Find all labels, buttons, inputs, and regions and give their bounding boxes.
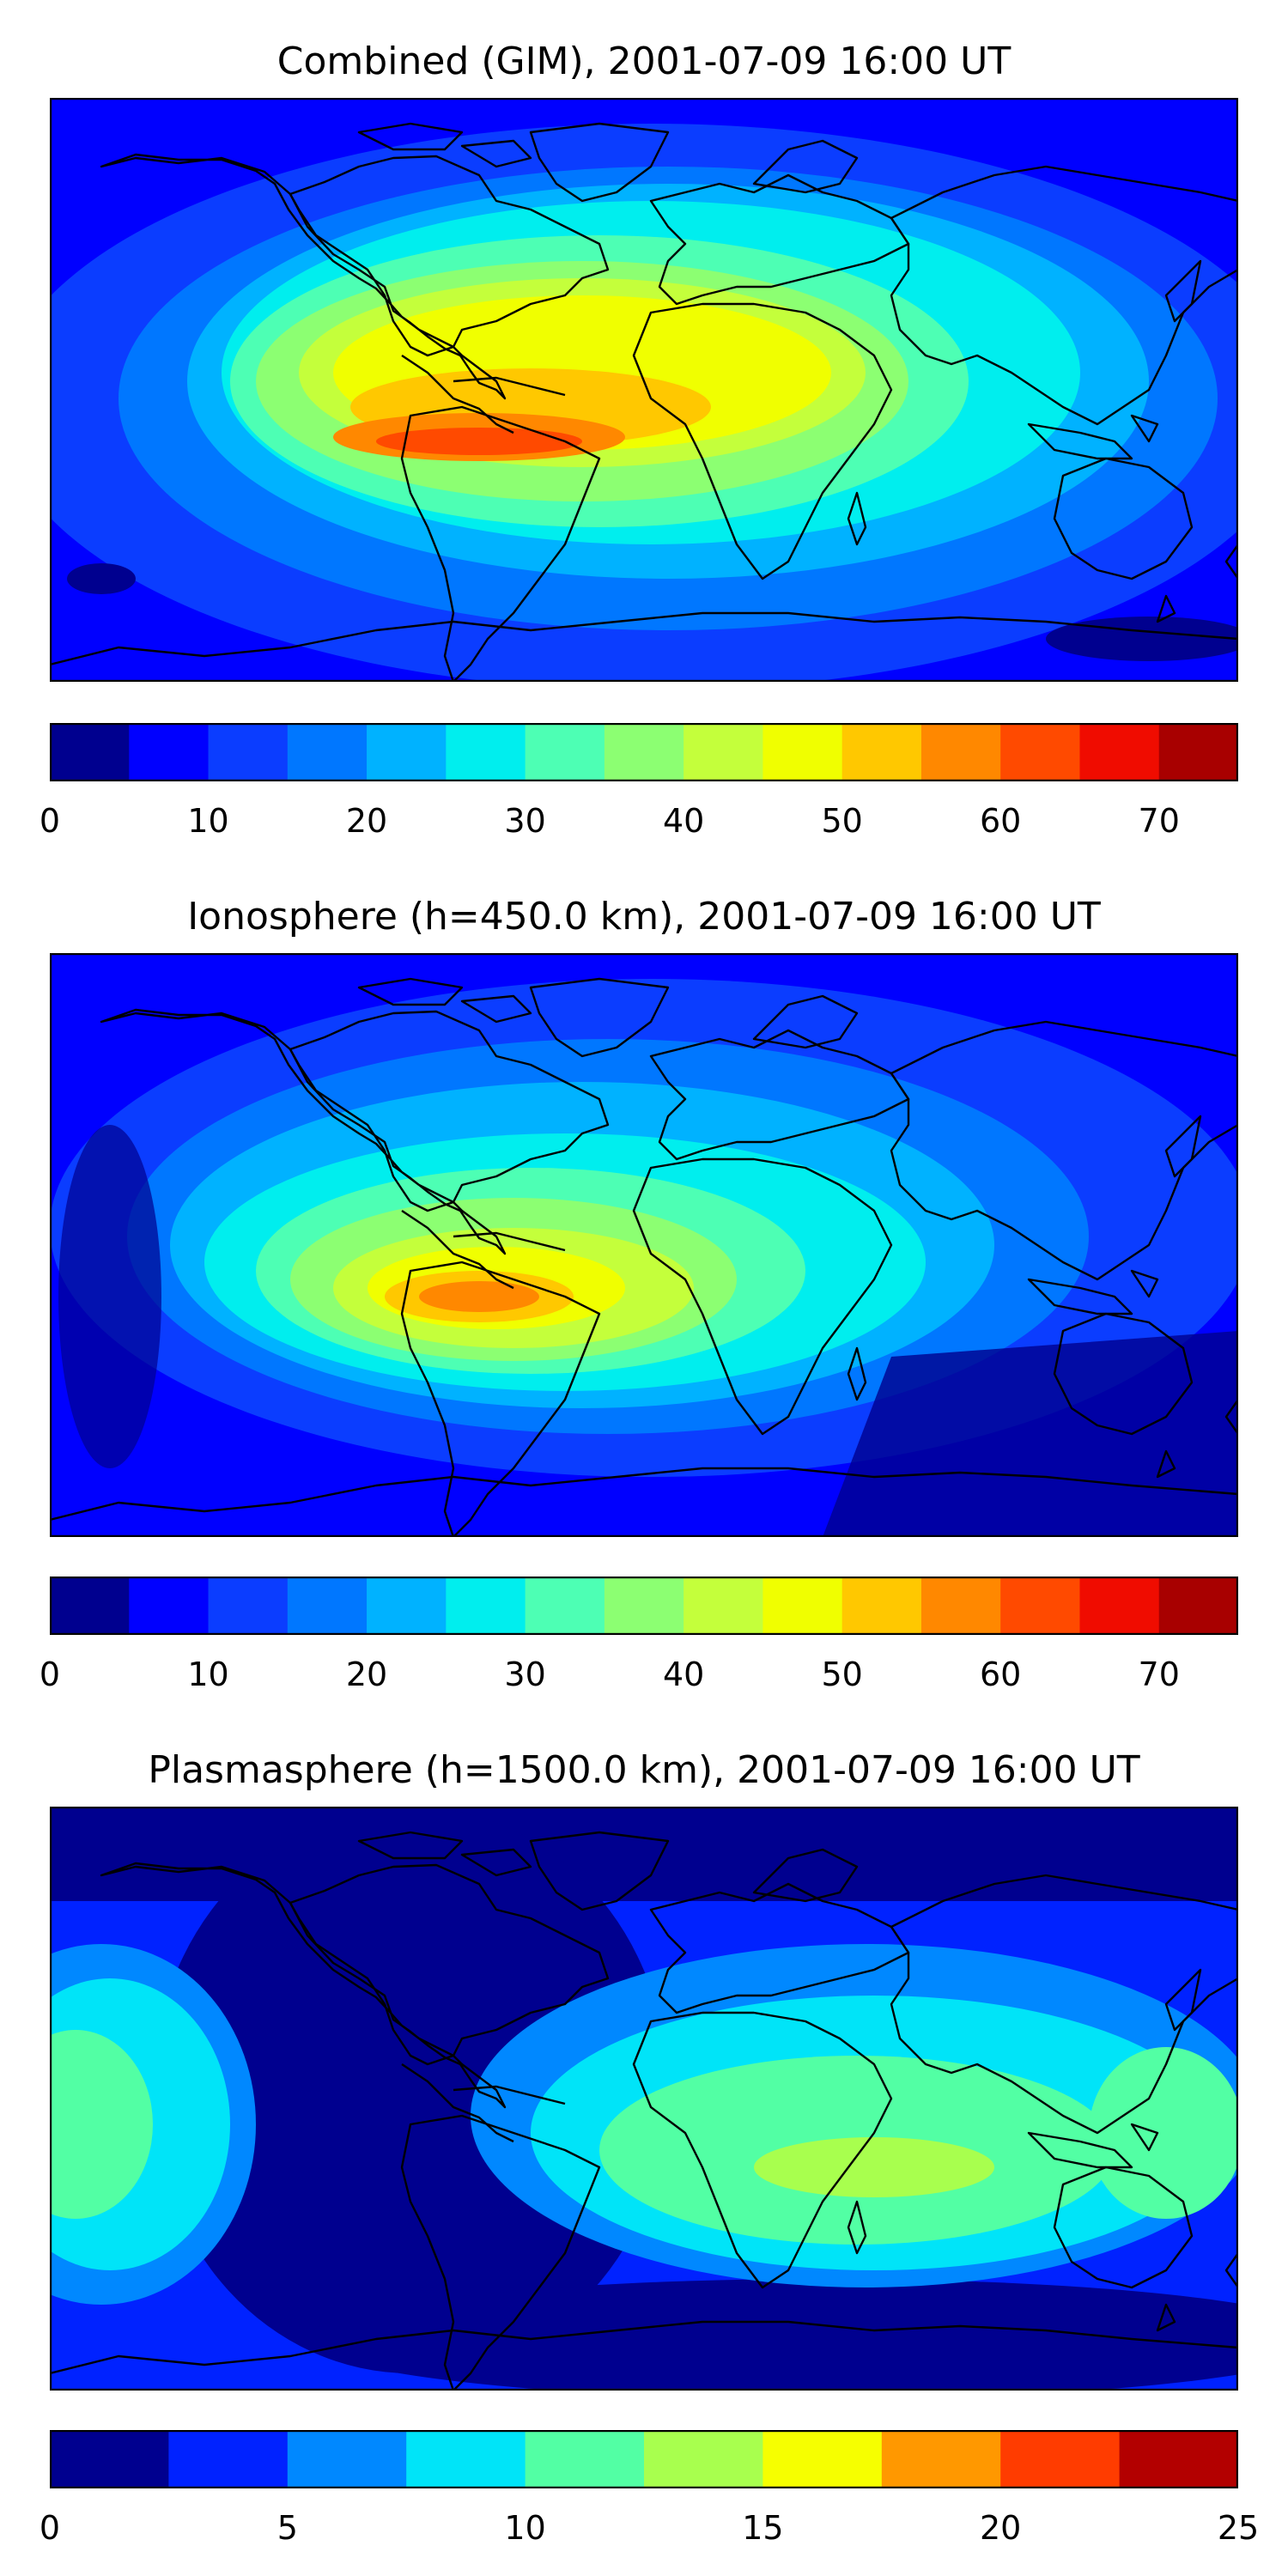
colorbar-border [50,723,1238,781]
colorbar-segment [406,2430,526,2488]
colorbar-tick-label: 10 [504,2509,546,2547]
colorbar-segment [208,723,289,781]
colorbar-segment [1000,1577,1080,1635]
colorbar-segment [841,723,922,781]
colorbar-segment [525,1577,605,1635]
colorbar-segment [287,2430,407,2488]
tec-map-ionosphere [50,953,1238,1537]
colorbar-segment [50,1577,130,1635]
colorbar-segment [129,1577,210,1635]
colorbar-tick-label: 10 [187,802,229,840]
colorbar-segment [920,723,1001,781]
colorbar-segment [525,723,605,781]
colorbar-tick-label: 15 [742,2509,784,2547]
colorbar-tick-label: 20 [345,802,388,840]
colorbar-combined [50,723,1238,781]
colorbar-segment [1000,2430,1121,2488]
colorbar-tick-label: 50 [821,802,863,840]
colorbar-border [50,1577,1238,1635]
colorbar-segment [50,723,130,781]
colorbar-segment [762,1577,843,1635]
colorbar-ionosphere [50,1577,1238,1635]
tec-map-combined [50,98,1238,682]
colorbar-segment [683,723,763,781]
colorbar-segment [446,1577,526,1635]
colorbar-tick-label: 0 [39,802,61,840]
colorbar-segment [604,723,684,781]
colorbar-tick-label: 0 [39,2509,61,2547]
colorbar-segment [604,1577,684,1635]
colorbar-ticks-ionosphere: 0 10 20 30 40 50 60 70 [39,1654,1238,1697]
colorbar-segment [1119,2430,1238,2488]
panel-title: Ionosphere (h=450.0 km), 2001-07-09 16:0… [187,895,1101,939]
colorbar-segment [762,2430,883,2488]
colorbar-segment [683,1577,763,1635]
colorbar-segment [881,2430,1001,2488]
colorbar-tick-label: 20 [980,2509,1022,2547]
colorbar-tick-label: 40 [662,802,705,840]
colorbar-segment [168,2430,289,2488]
colorbar-segment [1158,723,1238,781]
panel-title: Plasmasphere (h=1500.0 km), 2001-07-09 1… [148,1748,1140,1792]
colorbar-ticks-plasmasphere: 0 5 10 15 20 25 [39,2507,1259,2550]
colorbar-segment [446,723,526,781]
colorbar-tick-label: 40 [662,1656,705,1693]
colorbar-segment [208,1577,289,1635]
colorbar-border [50,2430,1238,2488]
colorbar-segment [1079,1577,1160,1635]
colorbar-segment [287,723,368,781]
colorbar-segment [287,1577,368,1635]
tec-map-plasmasphere [50,1807,1238,2391]
colorbar-plasmasphere [50,2430,1238,2488]
colorbar-tick-label: 70 [1138,1656,1180,1693]
colorbar-segment [644,2430,763,2488]
colorbar-tick-label: 30 [504,1656,546,1693]
panel-title: Combined (GIM), 2001-07-09 16:00 UT [276,39,1012,83]
colorbar-segment [525,2430,645,2488]
colorbar-tick-label: 0 [39,1656,61,1693]
colorbar-tick-label: 70 [1138,802,1180,840]
colorbar-tick-label: 60 [980,1656,1022,1693]
colorbar-tick-label: 60 [980,802,1022,840]
colorbar-segment [841,1577,922,1635]
colorbar-segment [1000,723,1080,781]
colorbar-tick-label: 50 [821,1656,863,1693]
colorbar-segment [1158,1577,1238,1635]
colorbar-ticks-combined: 0 10 20 30 40 50 60 70 [39,800,1238,843]
colorbar-segment [762,723,843,781]
colorbar-segment [1079,723,1160,781]
colorbar-tick-label: 25 [1217,2509,1260,2547]
colorbar-tick-label: 20 [345,1656,388,1693]
colorbar-segment [129,723,210,781]
colorbar-tick-label: 30 [504,802,546,840]
colorbar-segment [920,1577,1001,1635]
colorbar-tick-label: 10 [187,1656,229,1693]
colorbar-segment [50,2430,169,2488]
colorbar-segment [367,723,447,781]
colorbar-tick-label: 5 [276,2509,298,2547]
colorbar-segment [367,1577,447,1635]
